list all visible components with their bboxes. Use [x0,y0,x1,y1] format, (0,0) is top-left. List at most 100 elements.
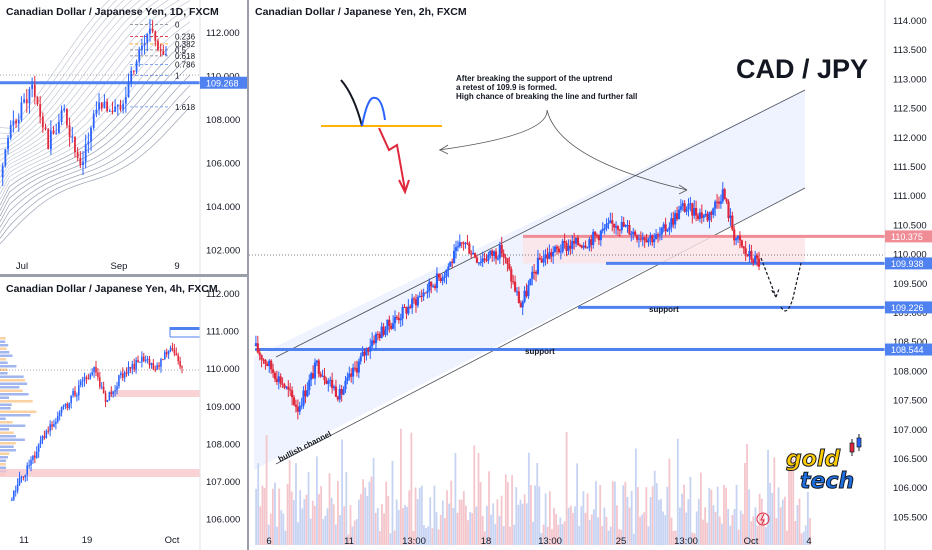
daily-candle [15,120,17,124]
daily-candle [33,84,36,97]
volume-bar [567,507,570,545]
volume-bar [391,460,394,545]
main-candle [658,234,662,236]
main-candle [670,218,673,228]
daily-candle [71,136,74,138]
daily-chart-panel[interactable]: Canadian Dollar / Japanese Yen, 1D, FXCM… [0,0,247,274]
y-tick: 111.500 [893,162,926,173]
volume-bar [485,505,488,545]
x-tick: 25 [616,536,627,547]
daily-candle [119,105,122,110]
volume-bar [274,482,276,545]
volume-bar [471,513,474,545]
main-candle [399,318,402,321]
volume-bar [467,520,469,545]
horizontal-divider[interactable] [0,274,247,277]
main-candle [388,319,391,326]
volume-bar [366,496,369,545]
main-candle [546,254,549,259]
main-candle [639,238,642,240]
volume-bar [590,514,593,545]
volume-bar [402,508,404,545]
volume-bar [502,526,505,545]
main-candle [521,301,524,308]
volume-bar [658,500,660,545]
volume-profile-bar [0,431,14,434]
ma-ribbon-line [0,0,169,167]
volume-bar [496,499,499,545]
daily-chart-svg[interactable]: 00.2360.3820.50.6180.78611.618112.000110… [0,0,247,274]
volume-bar [280,510,283,545]
main-candle [729,215,732,219]
h4-candle [79,381,82,386]
main-chart-panel[interactable]: Canadian Dollar / Japanese Yen, 2h, FXCM… [249,0,932,550]
main-candle [291,390,294,398]
x-tick: 9 [174,261,179,272]
sketch-fall-stroke [378,127,406,191]
volume-bar [532,521,534,545]
volume-bar [328,473,331,545]
h4-candle [104,393,107,402]
vertical-divider[interactable] [247,0,249,550]
volume-bar [515,487,518,545]
main-candle [430,281,433,287]
volume-bar [383,513,385,545]
main-candle [266,363,269,367]
main-candle [376,333,379,335]
h4-chart-svg[interactable]: 112.000 111.000 110.000 109.000 108.000 107.0… [0,277,247,550]
main-candle [281,383,284,385]
main-candle [687,203,690,210]
daily-candle [52,130,55,134]
volume-bar [729,525,732,545]
y-tick: 106.000 [206,159,240,170]
main-candle [512,281,515,283]
volume-bar [370,476,373,545]
main-candle [717,201,721,204]
volume-bar [341,439,344,545]
volume-profile-bar [0,459,7,462]
volume-profile-bar [0,449,16,452]
volume-bar [452,507,455,545]
h4-candle [20,476,23,478]
main-candle [643,237,646,241]
x-tick: Jul [16,261,28,272]
main-candle [332,386,336,389]
main-candle [473,252,477,258]
volume-profile-bar [0,428,10,431]
main-candle [472,252,475,255]
main-candle [350,373,353,377]
y-tick: 112.000 [893,133,927,144]
volume-bar [509,526,511,545]
main-candle [559,251,562,253]
volume-profile-bar [0,445,14,448]
volume-bar [458,499,461,545]
volume-bar [429,497,432,545]
main-candle [287,386,290,390]
volume-bar [307,472,310,545]
h4-chart-panel[interactable]: Canadian Dollar / Japanese Yen, 4h, FXCM… [0,277,247,550]
volume-bar [519,499,522,545]
volume-bar [271,488,274,545]
main-candle [359,356,362,362]
daily-candle [60,110,63,122]
main-candle [719,201,722,204]
h4-candle [13,490,15,500]
main-candle [456,246,460,248]
x-tick: 19 [82,535,93,546]
main-candle [557,248,561,253]
h4-candle [83,377,86,381]
x-tick: 6 [266,536,271,547]
main-candle [550,252,553,257]
volume-bar [437,529,440,545]
h4-candle [16,484,19,491]
main-candle [260,355,263,360]
main-candle [523,290,526,302]
h4-candle [110,392,113,395]
main-candle [691,203,694,216]
main-candle [735,238,738,241]
daily-candle [76,151,79,158]
main-candle [611,220,614,224]
volume-bar [781,499,784,545]
ma-ribbon-line [0,0,110,129]
